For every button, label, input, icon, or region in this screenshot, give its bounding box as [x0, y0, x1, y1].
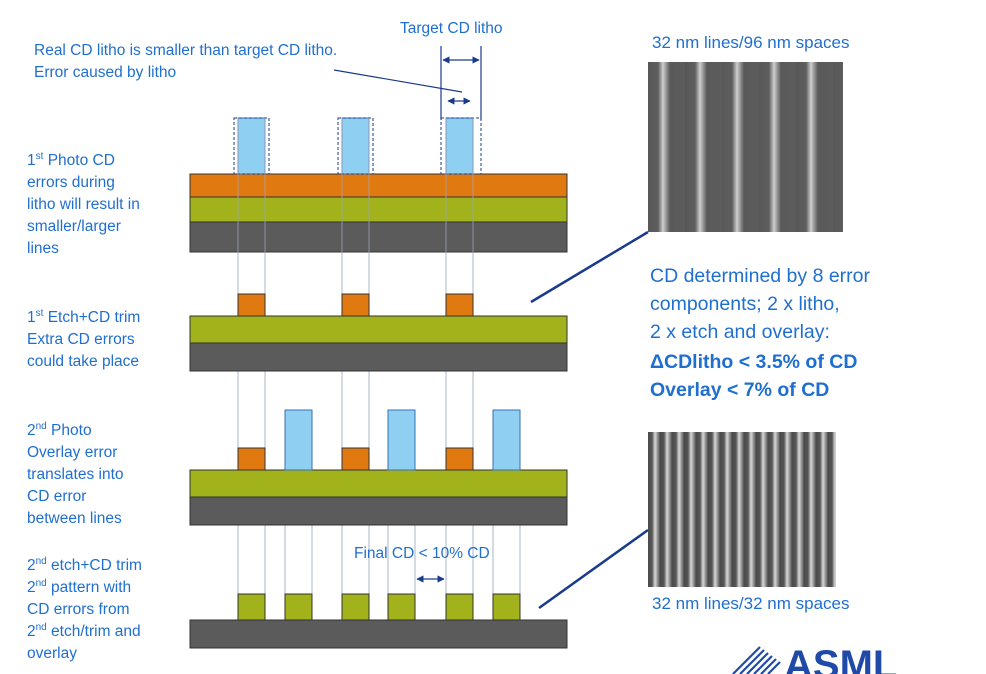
- asml-logo-text: ASML: [784, 643, 898, 674]
- stage1-orange-layer: [189, 173, 568, 198]
- stage1-stack: [189, 117, 568, 253]
- stage3-substrate: [189, 496, 568, 526]
- target-outline-1: [233, 117, 270, 175]
- stage1-substrate: [189, 221, 568, 253]
- step3-text: 2nd Photo Overlay error translates into …: [27, 420, 124, 527]
- stage3-stack: [189, 409, 568, 526]
- hardmask-3: [445, 293, 474, 317]
- hardmask-2: [341, 293, 370, 317]
- stage4-stack: [189, 575, 568, 649]
- pointer-line-bottom: [538, 528, 649, 610]
- stage2-stack: [189, 293, 568, 372]
- resist-line-3: [445, 117, 474, 175]
- resist2-line-3: [492, 409, 521, 471]
- stage2-olive-layer: [189, 315, 568, 344]
- asml-logo-mark: [732, 646, 781, 674]
- sem-image-bottom: [648, 432, 836, 587]
- sem-top-caption: 32 nm lines/96 nm spaces: [652, 33, 850, 52]
- step4-text: 2nd etch+CD trim 2nd pattern with CD err…: [27, 555, 142, 662]
- resist-line-1: [237, 117, 266, 175]
- step2-text: 1st Etch+CD trim Extra CD errors could t…: [27, 307, 141, 370]
- target-outline-3: [440, 117, 482, 175]
- target-cd-dimension: [333, 46, 482, 120]
- target-outline-2: [337, 117, 374, 175]
- stage2-substrate: [189, 342, 568, 372]
- stage4-substrate: [189, 619, 568, 649]
- summary-text: CD determined by 8 error components; 2 x…: [650, 265, 871, 401]
- target-cd-label: Target CD litho: [400, 20, 503, 37]
- hardmask-1: [237, 293, 266, 317]
- resist-line-2: [341, 117, 370, 175]
- pointer-line-top: [530, 230, 649, 304]
- stage1-olive-layer: [189, 196, 568, 223]
- resist2-line-1: [284, 409, 313, 471]
- sem-bottom-caption: 32 nm lines/32 nm spaces: [652, 594, 850, 613]
- resist2-line-2: [387, 409, 416, 471]
- step1-text: 1st Photo CD errors during litho will re…: [27, 150, 140, 257]
- sem-image-top: [648, 62, 843, 232]
- final-cd-label: Final CD < 10% CD: [354, 545, 490, 562]
- real-cd-note: Real CD litho is smaller than target CD …: [34, 42, 338, 81]
- stage3-olive-layer: [189, 469, 568, 498]
